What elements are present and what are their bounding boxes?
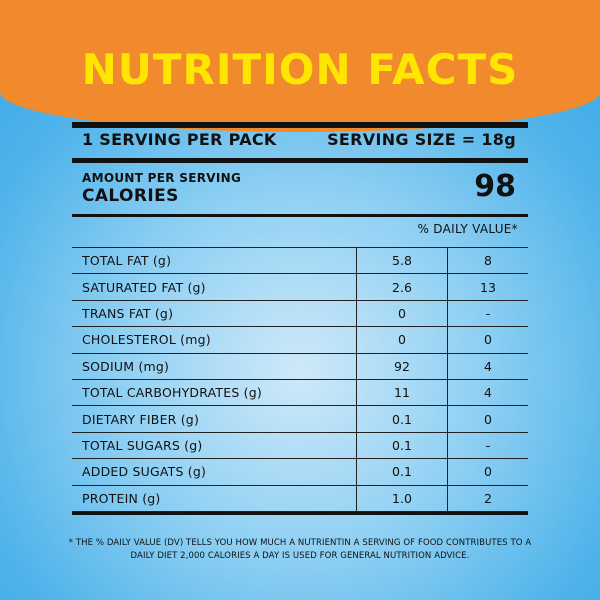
- nutrient-name: SATURATED FAT (g): [72, 273, 357, 301]
- table-row: DIETARY FIBER (g) 0.1 0: [72, 405, 528, 433]
- nutrition-table: TOTAL FAT (g) 5.8 8 SATURATED FAT (g) 2.6 13 T…: [72, 246, 528, 512]
- table-row: TOTAL SUGARS (g) 0.1-: [72, 431, 528, 460]
- serving-size: SERVING SIZE = 18g: [327, 130, 516, 149]
- footnote-line-1: * THE % DAILY VALUE (DV) TELLS YOU HOW M…: [68, 538, 532, 548]
- nutrient-daily-value: 13: [447, 273, 528, 301]
- nutrient-daily-value: 4: [447, 352, 528, 380]
- servings-per-pack: 1 SERVING PER PACK: [82, 130, 277, 149]
- nutrient-name: TOTAL FAT (g): [72, 246, 357, 275]
- table-row: ADDED SUGATS (g) 0.1 0: [72, 458, 528, 486]
- footnote: * THE % DAILY VALUE (DV) TELLS YOU HOW M…: [60, 537, 540, 562]
- table-row: TOTAL FAT (g) 5.8 8: [72, 246, 528, 275]
- nutrient-daily-value: 2: [447, 484, 528, 512]
- page-title: NUTRITION FACTS: [81, 45, 519, 94]
- nutrient-daily-value: 0: [447, 458, 528, 486]
- nutrient-name: TOTAL SUGARS (g): [72, 431, 357, 460]
- nutrient-daily-value: 4: [447, 378, 528, 407]
- nutrient-amount: 5.8: [356, 246, 448, 275]
- footnote-line-2: DAILY DIET 2,000 CALORIES A DAY IS USED …: [130, 550, 470, 561]
- nutrient-daily-value: 8: [447, 246, 528, 275]
- nutrient-name: SODIUM (mg): [72, 352, 357, 380]
- header-banner: [0, 0, 600, 132]
- calories-label: CALORIES: [82, 186, 179, 206]
- nutrient-daily-value: -: [447, 431, 528, 460]
- table-row: SODIUM (mg) 92 4: [72, 352, 528, 380]
- nutrient-amount: 1.0: [356, 484, 448, 512]
- daily-value-header: % DAILY VALUE*: [417, 222, 518, 236]
- nutrient-amount: 0: [356, 299, 448, 328]
- nutrient-amount: 0.1: [356, 405, 448, 433]
- table-row: CHOLESTEROL (mg) 0 0: [72, 326, 528, 354]
- table-row: SATURATED FAT (g) 2.6 13: [72, 273, 528, 301]
- nutrient-daily-value: 0: [447, 405, 528, 433]
- nutrient-name: ADDED SUGATS (g): [72, 458, 357, 486]
- calories-divider: [72, 214, 528, 217]
- nutrient-name: DIETARY FIBER (g): [72, 405, 357, 433]
- nutrient-daily-value: 0: [447, 326, 528, 354]
- nutrient-amount: 0.1: [356, 431, 448, 460]
- amount-per-serving-label: AMOUNT PER SERVING: [82, 171, 242, 185]
- table-row: TRANS FAT (g) 0-: [72, 299, 528, 328]
- nutrient-name: TOTAL CARBOHYDRATES (g): [72, 378, 357, 407]
- nutrient-name: CHOLESTEROL (mg): [72, 326, 357, 354]
- bottom-divider: [72, 512, 528, 515]
- nutrient-amount: 11: [356, 378, 448, 407]
- nutrient-amount: 0: [356, 326, 448, 354]
- nutrient-name: TRANS FAT (g): [72, 299, 357, 328]
- nutrient-amount: 92: [356, 352, 448, 380]
- table-row: TOTAL CARBOHYDRATES (g) 11 4: [72, 378, 528, 407]
- nutrient-amount: 2.6: [356, 273, 448, 301]
- nutrient-name: PROTEIN (g): [72, 484, 357, 512]
- nutrient-amount: 0.1: [356, 458, 448, 486]
- top-divider: [72, 122, 528, 128]
- serving-divider: [72, 158, 528, 163]
- table-row: PROTEIN (g) 1.0 2: [72, 484, 528, 512]
- nutrient-daily-value: -: [447, 299, 528, 328]
- calories-value: 98: [474, 169, 516, 204]
